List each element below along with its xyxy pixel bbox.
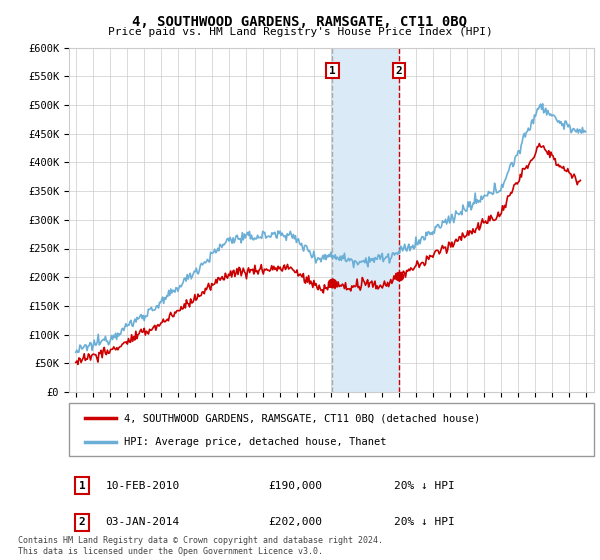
Text: 1: 1	[329, 66, 336, 76]
Text: 20% ↓ HPI: 20% ↓ HPI	[395, 481, 455, 491]
Text: 10-FEB-2010: 10-FEB-2010	[106, 481, 180, 491]
Text: 03-JAN-2014: 03-JAN-2014	[106, 517, 180, 527]
Text: 20% ↓ HPI: 20% ↓ HPI	[395, 517, 455, 527]
Bar	[332, 48, 399, 392]
Text: 2: 2	[79, 517, 86, 527]
Text: £190,000: £190,000	[269, 481, 323, 491]
Text: HPI: Average price, detached house, Thanet: HPI: Average price, detached house, Than…	[124, 436, 386, 446]
Text: Price paid vs. HM Land Registry's House Price Index (HPI): Price paid vs. HM Land Registry's House …	[107, 27, 493, 37]
Text: 1: 1	[79, 481, 86, 491]
Text: £202,000: £202,000	[269, 517, 323, 527]
Text: Contains HM Land Registry data © Crown copyright and database right 2024.
This d: Contains HM Land Registry data © Crown c…	[18, 536, 383, 556]
Text: 4, SOUTHWOOD GARDENS, RAMSGATE, CT11 0BQ (detached house): 4, SOUTHWOOD GARDENS, RAMSGATE, CT11 0BQ…	[124, 413, 481, 423]
Text: 4, SOUTHWOOD GARDENS, RAMSGATE, CT11 0BQ: 4, SOUTHWOOD GARDENS, RAMSGATE, CT11 0BQ	[133, 15, 467, 29]
FancyBboxPatch shape	[69, 403, 594, 456]
Text: 2: 2	[395, 66, 402, 76]
